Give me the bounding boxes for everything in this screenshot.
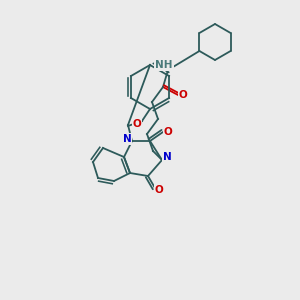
Text: O: O: [164, 127, 172, 137]
Text: O: O: [154, 185, 164, 195]
Text: NH: NH: [155, 60, 173, 70]
Text: N: N: [163, 152, 171, 162]
Text: N: N: [123, 134, 131, 144]
Text: O: O: [133, 119, 141, 129]
Text: O: O: [178, 90, 188, 100]
